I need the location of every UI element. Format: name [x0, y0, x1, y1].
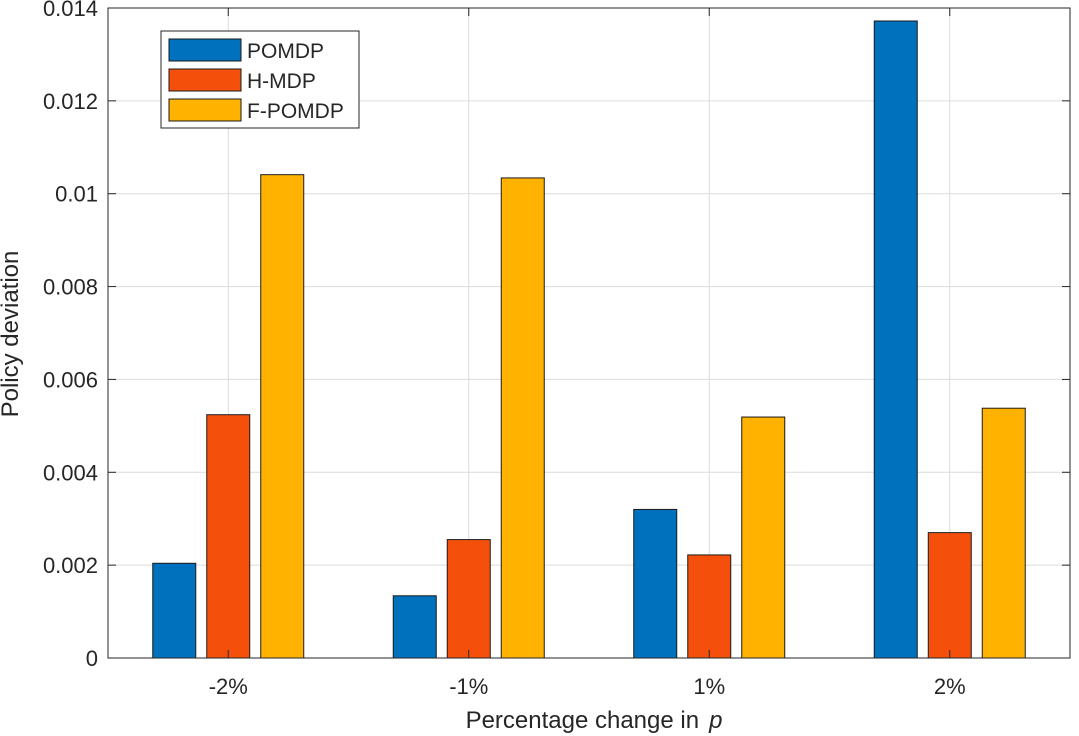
- y-tick-label: 0.01: [55, 182, 98, 207]
- legend-swatch-h-mdp: [168, 68, 242, 92]
- y-tick-label: 0: [86, 646, 98, 671]
- y-axis-ticks: 0 0.002 0.004 0.006 0.008 0.01 0.012 0.014: [43, 0, 1070, 671]
- bar-pomdp-4: [873, 20, 918, 659]
- bar-f-pomdp-4: [981, 407, 1026, 659]
- y-tick-label: 0.002: [43, 553, 98, 578]
- y-tick-label: 0.012: [43, 89, 98, 114]
- legend-label-h-mdp: H-MDP: [247, 70, 316, 93]
- bar-pomdp-2: [392, 595, 437, 659]
- y-tick-label: 0.004: [43, 460, 98, 485]
- bar-f-pomdp-3: [741, 416, 786, 659]
- y-tick-label: 0.014: [43, 0, 98, 21]
- x-tick-label: -2%: [209, 674, 248, 699]
- bars: [152, 20, 1026, 659]
- x-tick-label: 2%: [934, 674, 966, 699]
- bar-pomdp-1: [152, 562, 197, 659]
- y-tick-label: 0.008: [43, 275, 98, 300]
- x-tick-label: 1%: [693, 674, 725, 699]
- x-axis-label-symbol: p: [708, 707, 722, 734]
- x-tick-label: -1%: [449, 674, 488, 699]
- legend: POMDP H-MDP F-POMDP: [160, 30, 360, 129]
- x-axis-ticks: -2% -1% 1% 2%: [209, 8, 966, 699]
- bar-h-mdp-3: [687, 554, 732, 659]
- bar-h-mdp-1: [206, 414, 251, 659]
- legend-label-pomdp: POMDP: [247, 40, 324, 63]
- bar-f-pomdp-2: [500, 177, 545, 659]
- bar-pomdp-3: [633, 508, 678, 659]
- bar-h-mdp-4: [927, 532, 972, 659]
- x-axis-label-text: Percentage change in: [466, 707, 700, 734]
- legend-swatch-f-pomdp: [168, 98, 242, 122]
- axes-box: [107, 7, 1071, 659]
- bar-f-pomdp-1: [260, 174, 305, 659]
- legend-swatch-pomdp: [168, 38, 242, 62]
- legend-label-f-pomdp: F-POMDP: [247, 100, 344, 123]
- y-tick-label: 0.006: [43, 367, 98, 392]
- bar-h-mdp-2: [446, 539, 491, 659]
- y-axis-label: Policy deviation: [0, 251, 24, 418]
- x-axis-label: Percentage change in p: [466, 707, 723, 734]
